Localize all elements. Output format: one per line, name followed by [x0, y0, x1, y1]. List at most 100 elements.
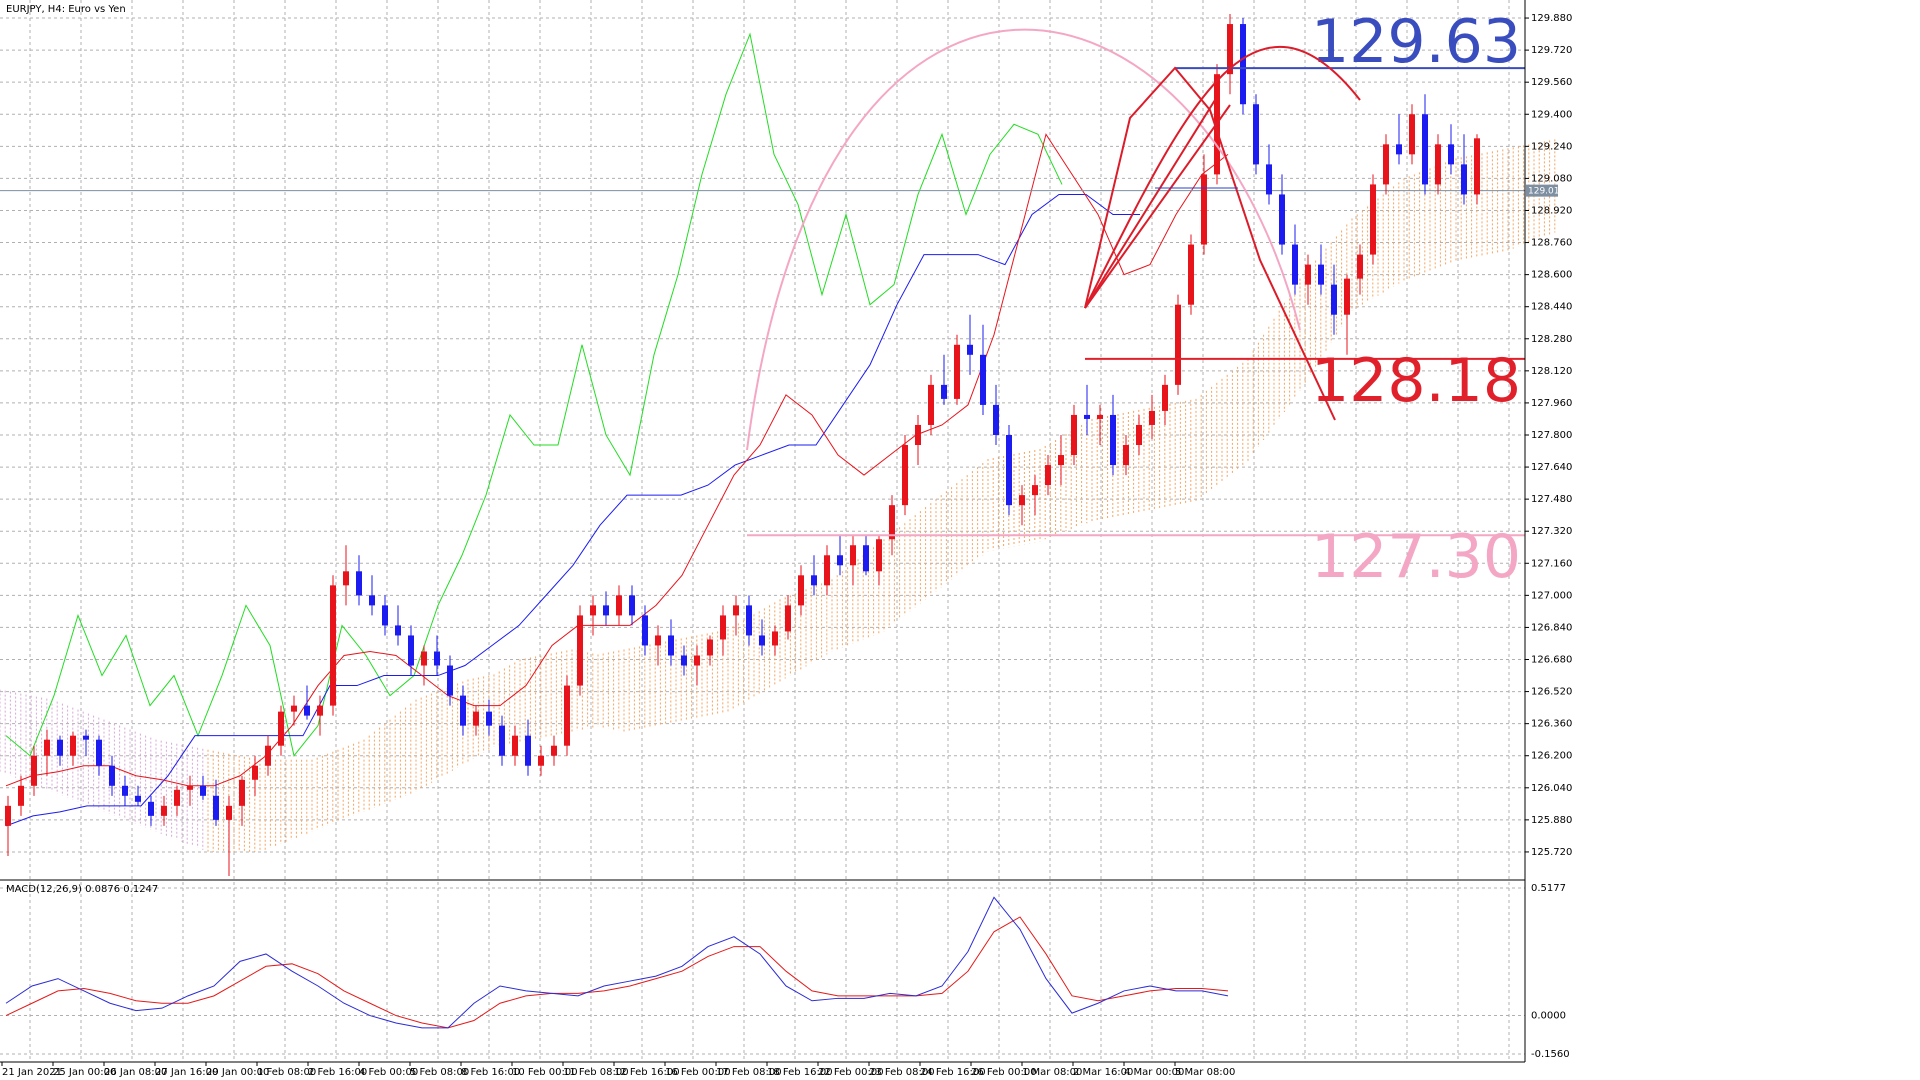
candle [720, 605, 726, 656]
level-128-18-label: 128.18 [1311, 346, 1521, 416]
candle-body [1266, 164, 1272, 195]
candle [772, 625, 778, 656]
candle-body [577, 615, 583, 686]
candle-body [1188, 244, 1194, 305]
candle [1383, 134, 1389, 195]
candle-body [863, 545, 869, 572]
candle-body [1435, 144, 1441, 185]
time-tick-label: 5 Feb 08:00 [410, 1067, 469, 1078]
candle [1175, 294, 1181, 395]
time-tick-label: 17 Feb 08:00 [716, 1067, 782, 1078]
candle [1162, 374, 1168, 425]
time-tick-label: 18 Feb 16:00 [767, 1067, 833, 1078]
candle [863, 535, 869, 576]
candle-body [525, 735, 531, 766]
price-tick-label: 125.720 [1531, 847, 1572, 858]
candle [187, 775, 193, 806]
candle [356, 555, 362, 606]
candle-body [681, 655, 687, 666]
candle-body [1032, 485, 1038, 496]
candle [941, 354, 947, 405]
candle-body [824, 555, 830, 586]
candle [460, 685, 466, 736]
candle-body [889, 505, 895, 540]
time-tick-label: 1 Feb 08:00 [257, 1067, 316, 1078]
candle-body [1045, 465, 1051, 486]
candle-body [122, 785, 128, 796]
candle-body [1474, 138, 1480, 195]
level-127-30-label: 127.30 [1311, 522, 1521, 592]
candle [200, 775, 206, 800]
candle [1123, 434, 1129, 476]
time-tick-label: 5 Mar 08:00 [1175, 1067, 1235, 1078]
candle [1435, 134, 1441, 195]
candle [304, 685, 310, 720]
time-tick-label: 12 Feb 16:00 [614, 1067, 680, 1078]
level-129-63-label: 129.63 [1311, 7, 1521, 77]
candle [1370, 174, 1376, 265]
candle [798, 565, 804, 616]
upper-projection-curve [1084, 46, 1361, 309]
time-tick-label: 26 Feb 00:00 [971, 1067, 1037, 1078]
candle [252, 755, 258, 796]
analysis-drawings: 129.63 128.18 127.30 [746, 7, 1525, 592]
candle-body [1123, 445, 1129, 466]
candle [473, 705, 479, 736]
candle [668, 619, 674, 666]
candle-body [421, 651, 427, 666]
candle-body [473, 711, 479, 726]
candle [707, 635, 713, 666]
macd-panel [0, 879, 1525, 1029]
candle [1045, 455, 1051, 496]
candle [408, 625, 414, 676]
candle [395, 605, 401, 646]
candle [135, 785, 141, 806]
time-tick-label: 29 Jan 00:00 [206, 1067, 269, 1078]
tenkan-line [5, 133, 1229, 787]
candle-body [1331, 284, 1337, 315]
candle [239, 775, 245, 826]
time-tick-label: 2 Mar 16:00 [1073, 1067, 1133, 1078]
candle-body [1292, 244, 1298, 285]
candle-body [317, 705, 323, 716]
candle [447, 655, 453, 706]
candle-body [408, 635, 414, 666]
candle-body [746, 605, 752, 636]
price-tick-label: 126.200 [1531, 751, 1572, 762]
candle-body [1279, 194, 1285, 245]
candle [5, 795, 11, 856]
candle-body [1409, 114, 1415, 155]
candle-body [200, 785, 206, 796]
candle [616, 585, 622, 626]
candle [1396, 114, 1402, 165]
time-tick-label: 24 Feb 16:00 [920, 1067, 986, 1078]
price-tick-label: 126.360 [1531, 719, 1572, 730]
candle [811, 555, 817, 596]
candle-body [811, 575, 817, 586]
candle [1266, 144, 1272, 205]
price-tick-label: 125.880 [1531, 815, 1572, 826]
price-tick-label: 127.000 [1531, 590, 1572, 601]
candle [538, 745, 544, 776]
price-tick-label: 126.040 [1531, 783, 1572, 794]
price-tick-label: 129.560 [1531, 77, 1572, 88]
time-tick-label: 26 Jan 08:00 [104, 1067, 167, 1078]
time-tick-label: 23 Feb 08:00 [869, 1067, 935, 1078]
candle [1253, 94, 1259, 175]
candle-body [1084, 414, 1090, 419]
candle-body [265, 745, 271, 766]
time-tick-label: 27 Jan 16:00 [155, 1067, 218, 1078]
time-tick-label: 4 Feb 00:00 [359, 1067, 418, 1078]
time-tick-label: 22 Feb 00:00 [818, 1067, 884, 1078]
candle [1071, 404, 1077, 466]
axes: 129.880 129.720 129.560 129.400 129.240 129.0… [0, 0, 1572, 1078]
macd-main-line [5, 896, 1229, 1029]
candle [759, 619, 765, 656]
candle-body [369, 595, 375, 606]
candle [148, 795, 154, 826]
candle [109, 755, 115, 796]
candle [1448, 124, 1454, 175]
candle [642, 605, 648, 656]
candle-body [148, 801, 154, 816]
